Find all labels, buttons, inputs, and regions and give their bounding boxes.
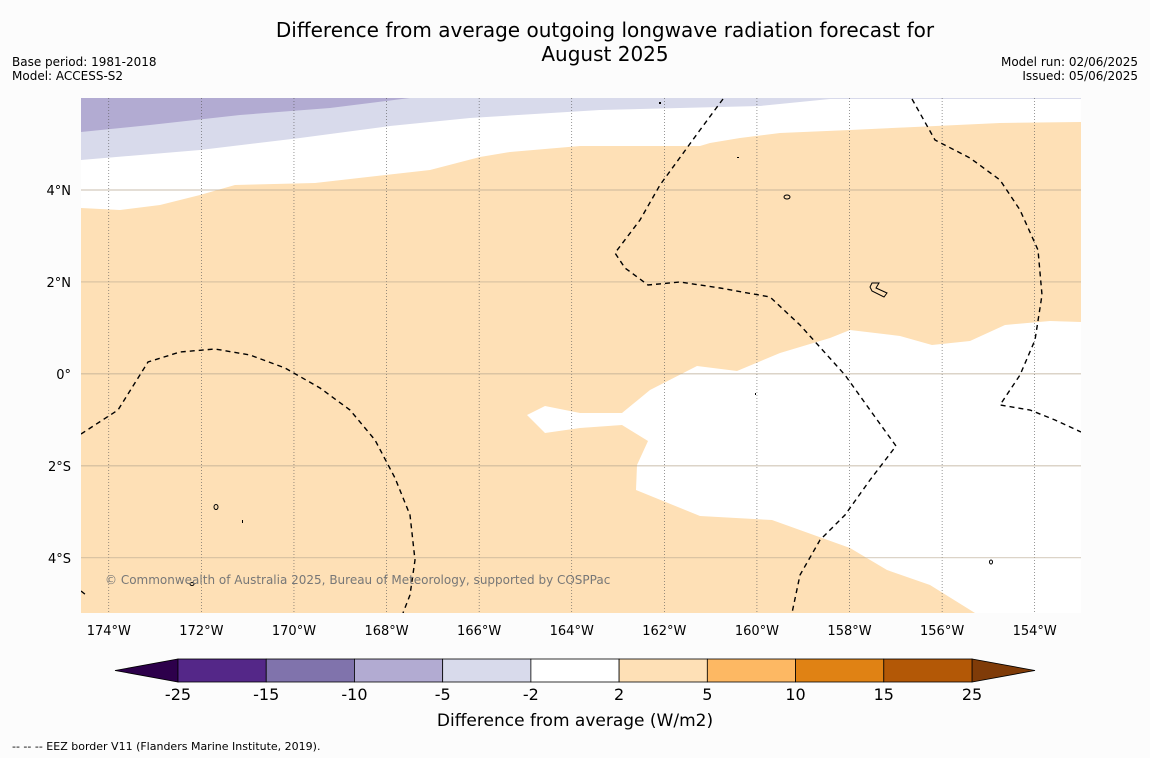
latitude-tick-label: 2°S xyxy=(48,460,71,475)
model-info: Base period: 1981-2018 Model: ACCESS-S2 xyxy=(12,55,157,83)
model-run-label: Model run: 02/06/2025 xyxy=(1000,55,1138,69)
latitude-tick-label: 0° xyxy=(56,368,71,383)
island-icon xyxy=(242,520,243,523)
latitude-tick-label: 2°N xyxy=(47,276,72,291)
longitude-tick-label: 174°W xyxy=(87,624,131,639)
latitude-tick-label: 4°S xyxy=(48,552,71,567)
colorbar-bin xyxy=(265,658,355,683)
island-icon xyxy=(737,157,739,158)
colorbar: -25 -15 -10 -5 -2 2 5 10 15 25 xyxy=(114,658,1036,704)
map-title: Difference from average outgoing longwav… xyxy=(240,18,970,66)
map-figure: © Commonwealth of Australia 2025, Bureau… xyxy=(47,98,1081,731)
colorbar-bin xyxy=(530,658,620,683)
colorbar-bin xyxy=(706,658,796,683)
copyright-notice: © Commonwealth of Australia 2025, Bureau… xyxy=(105,573,610,587)
island-icon xyxy=(869,282,888,298)
colorbar-tick-label: 10 xyxy=(785,685,805,704)
island-icon xyxy=(783,194,791,200)
graticule xyxy=(81,98,1081,613)
anomaly-region-minus5-to-minus2 xyxy=(81,98,1081,160)
colorbar-bin xyxy=(354,658,444,683)
island-icon xyxy=(659,102,661,104)
colorbar-tick-label: 25 xyxy=(962,685,982,704)
island-icon xyxy=(755,393,756,395)
island-icon xyxy=(213,504,219,510)
longitude-tick-label: 154°W xyxy=(1013,624,1057,639)
longitude-tick-label: 162°W xyxy=(642,624,686,639)
island-icon xyxy=(989,559,993,565)
map-area: © Commonwealth of Australia 2025, Bureau… xyxy=(81,98,1081,613)
latitude-tick-label: 4°N xyxy=(47,184,72,199)
colorbar-bin xyxy=(795,658,885,683)
eez-footnote: -- -- -- EEZ border V11 (Flanders Marine… xyxy=(12,740,321,753)
islands xyxy=(189,102,993,586)
longitude-tick-label: 172°W xyxy=(179,624,223,639)
colorbar-bin xyxy=(883,658,973,683)
colorbar-bin xyxy=(442,658,532,683)
anomaly-region-2-to-5 xyxy=(81,122,1081,613)
longitude-tick-label: 158°W xyxy=(827,624,871,639)
eez-border-east xyxy=(911,98,1081,433)
eez-border-southwest-corner xyxy=(81,590,87,596)
longitude-tick-label: 168°W xyxy=(364,624,408,639)
model-label: Model: ACCESS-S2 xyxy=(12,69,124,83)
colorbar-bin xyxy=(618,658,708,683)
base-period-label: Base period: 1981-2018 xyxy=(12,55,157,69)
colorbar-tick-label: -5 xyxy=(435,685,451,704)
eez-border-central xyxy=(614,98,897,613)
anomaly-region-minus10-to-minus5 xyxy=(81,98,410,132)
colorbar-tick-label: -10 xyxy=(341,685,367,704)
eez-border-west xyxy=(81,348,416,613)
island-icon xyxy=(189,582,195,586)
colorbar-tick-label: 2 xyxy=(614,685,624,704)
run-info: Model run: 02/06/2025 Issued: 05/06/2025 xyxy=(1001,55,1138,83)
colorbar-under-arrow xyxy=(114,658,179,683)
colorbar-bin xyxy=(177,658,267,683)
colorbar-tick-label: 5 xyxy=(702,685,712,704)
colorbar-title: Difference from average (W/m2) xyxy=(437,711,713,731)
eez-borders xyxy=(81,98,1081,613)
colorbar-tick-label: 15 xyxy=(874,685,894,704)
longitude-axis: 174°W 172°W 170°W 168°W 166°W 164°W 162°W 160°W… xyxy=(87,624,1057,639)
colorbar-over-arrow xyxy=(971,658,1036,683)
title-line-2: August 2025 xyxy=(541,42,669,66)
longitude-tick-label: 156°W xyxy=(920,624,964,639)
colorbar-tick-label: -25 xyxy=(165,685,191,704)
longitude-tick-label: 164°W xyxy=(550,624,594,639)
longitude-tick-label: 170°W xyxy=(272,624,316,639)
title-line-1: Difference from average outgoing longwav… xyxy=(275,18,935,42)
issued-label: Issued: 05/06/2025 xyxy=(1022,69,1138,83)
colorbar-tick-label: -2 xyxy=(523,685,539,704)
colorbar-tick-label: -15 xyxy=(253,685,279,704)
longitude-tick-label: 160°W xyxy=(735,624,779,639)
latitude-axis: 4°N 2°N 0° 2°S 4°S xyxy=(47,184,72,567)
longitude-tick-label: 166°W xyxy=(457,624,501,639)
